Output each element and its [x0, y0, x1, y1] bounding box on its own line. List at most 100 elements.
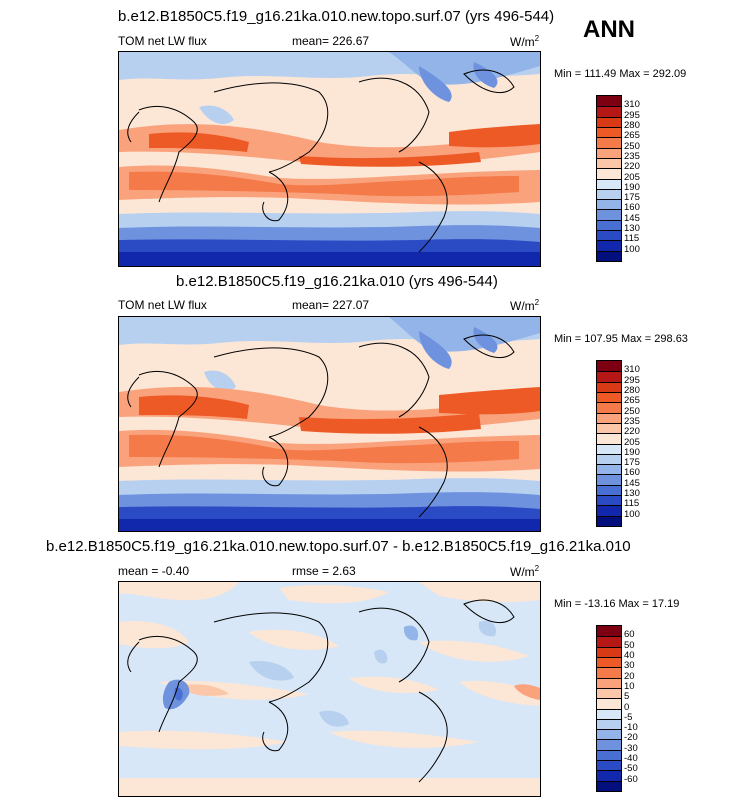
colorbar-tick-label: 100 [624, 508, 640, 520]
colorbar-swatch [597, 718, 621, 730]
colorbar-tick-label: 5 [624, 691, 630, 703]
colorbar-swatch [597, 199, 621, 210]
colorbar-tick-label: 295 [624, 109, 640, 121]
colorbar-tick-label: 265 [624, 395, 640, 407]
colorbar-swatch [597, 391, 621, 403]
colorbar-swatch [597, 168, 621, 179]
colorbar-swatch [597, 495, 621, 506]
panel2-title: b.e12.B1850C5.f19_g16.21ka.010 (yrs 496-… [176, 273, 498, 290]
panel3-minmax: Min = -13.16 Max = 17.19 [554, 598, 680, 610]
colorbar-swatch [597, 739, 621, 750]
colorbar-tick-label: 115 [624, 498, 640, 510]
colorbar-tick-label: 0 [624, 701, 630, 713]
colorbar-tick-label: 145 [624, 477, 640, 489]
colorbar-tick-label: 280 [624, 384, 640, 396]
colorbar-tick-label: 145 [624, 212, 640, 224]
colorbar-swatch [597, 646, 621, 657]
colorbar-tick-label: -5 [624, 711, 633, 723]
colorbar-tick-label: -50 [624, 763, 638, 775]
colorbar-swatch [597, 505, 621, 516]
colorbar-swatch [597, 106, 621, 117]
colorbar-swatch [597, 371, 621, 382]
panel3-rmse-label: rmse = 2.63 [292, 564, 356, 578]
colorbar-swatch [597, 402, 621, 413]
colorbar-tick-label: 115 [624, 233, 640, 245]
colorbar-swatch [597, 515, 621, 526]
colorbar-swatch [597, 433, 621, 444]
colorbar-tick-label: 40 [624, 649, 635, 661]
colorbar-tick-label: -10 [624, 722, 638, 734]
colorbar-swatch [597, 687, 621, 699]
panel3-units-label: W/m2 [510, 564, 540, 579]
colorbar-swatch [597, 116, 621, 127]
panel1-minmax: Min = 111.49 Max = 292.09 [554, 68, 687, 80]
colorbar-swatch [597, 178, 621, 189]
colorbar-swatch [597, 250, 621, 261]
colorbar-swatch [597, 708, 621, 719]
panel1-units-label: W/m2 [510, 34, 540, 49]
colorbar-tick-label: 130 [624, 223, 640, 235]
colorbar-tick-label: 295 [624, 374, 640, 386]
colorbar-tick-label: 175 [624, 457, 640, 469]
colorbar-swatch [597, 147, 621, 158]
colorbar-tick-label: 60 [624, 629, 635, 641]
panel1-variable-label: TOM net LW flux [118, 34, 207, 48]
colorbar-swatch [597, 240, 621, 251]
colorbar-tick-label: 235 [624, 150, 640, 162]
colorbar-tick-label: 20 [624, 670, 635, 682]
panel1-title: b.e12.B1850C5.f19_g16.21ka.010.new.topo.… [118, 8, 555, 25]
colorbar-swatch [597, 464, 621, 475]
colorbar-tick-label: 310 [624, 99, 640, 111]
colorbar-swatch [597, 474, 621, 485]
colorbar-swatch [597, 443, 621, 454]
colorbar-swatch [597, 453, 621, 465]
panel1-colorbar [596, 95, 622, 262]
panel2-units-label: W/m2 [510, 298, 540, 313]
panel2-map [118, 316, 541, 532]
colorbar-tick-label: -40 [624, 753, 638, 765]
colorbar-swatch [597, 126, 621, 138]
colorbar-swatch [597, 636, 621, 647]
colorbar-tick-label: 280 [624, 119, 640, 131]
colorbar-swatch [597, 219, 621, 231]
colorbar-swatch [597, 667, 621, 678]
colorbar-tick-label: 160 [624, 202, 640, 214]
colorbar-swatch [597, 422, 621, 434]
colorbar-tick-label: 175 [624, 192, 640, 204]
colorbar-swatch [597, 729, 621, 740]
colorbar-tick-label: 190 [624, 446, 640, 458]
colorbar-tick-label: 130 [624, 488, 640, 500]
colorbar-swatch [597, 412, 621, 423]
panel2-variable-label: TOM net LW flux [118, 298, 207, 312]
colorbar-swatch [597, 361, 621, 372]
colorbar-swatch [597, 137, 621, 148]
colorbar-tick-label: 10 [624, 680, 635, 692]
colorbar-swatch [597, 157, 621, 169]
colorbar-swatch [597, 760, 621, 771]
colorbar-tick-label: 220 [624, 426, 640, 438]
colorbar-swatch [597, 677, 621, 688]
colorbar-swatch [597, 770, 621, 781]
colorbar-tick-label: 250 [624, 405, 640, 417]
colorbar-tick-label: 220 [624, 161, 640, 173]
colorbar-swatch [597, 749, 621, 761]
colorbar-swatch [597, 780, 621, 791]
colorbar-tick-label: 190 [624, 181, 640, 193]
season-label: ANN [583, 16, 635, 43]
colorbar-tick-label: 160 [624, 467, 640, 479]
colorbar-tick-label: 50 [624, 639, 635, 651]
colorbar-tick-label: 205 [624, 436, 640, 448]
colorbar-swatch [597, 626, 621, 637]
colorbar-swatch [597, 96, 621, 107]
panel2-mean-label: mean= 227.07 [292, 298, 370, 312]
colorbar-tick-label: 205 [624, 171, 640, 183]
colorbar-tick-label: 310 [624, 364, 640, 376]
panel3-title: b.e12.B1850C5.f19_g16.21ka.010.new.topo.… [46, 538, 631, 555]
colorbar-tick-label: -60 [624, 773, 638, 785]
colorbar-swatch [597, 230, 621, 241]
panel1-mean-label: mean= 226.67 [292, 34, 370, 48]
panel3-map [118, 581, 541, 797]
colorbar-tick-label: 100 [624, 243, 640, 255]
colorbar-tick-label: 235 [624, 415, 640, 427]
colorbar-swatch [597, 698, 621, 709]
